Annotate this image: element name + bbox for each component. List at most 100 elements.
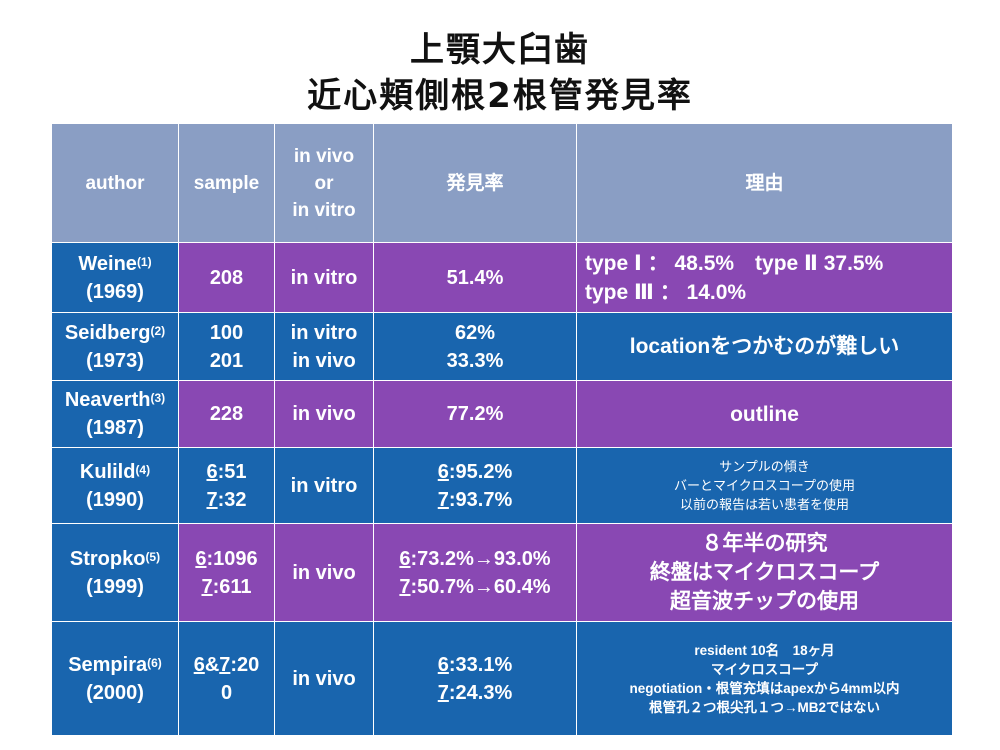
author-year: (1969) — [86, 280, 144, 303]
reason-line: locationをつかむのが難しい — [629, 335, 900, 358]
reference-number: (6) — [147, 655, 162, 670]
rate-line: 77.2% — [374, 400, 576, 428]
sample-line: 6&7:20 — [179, 651, 274, 679]
method-cell: in vivo — [274, 380, 374, 448]
sample-cell: 6:51 7:32 — [178, 447, 275, 524]
value-text: 62% — [454, 321, 496, 344]
table-row: Sempira(6) (2000) 6&7:20 0 in vivo 6:33.1% 7:2… — [51, 621, 953, 736]
rate-line: 7:24.3% — [374, 679, 576, 707]
rate-cell: 62% 33.3% — [373, 312, 577, 381]
author-cell: Neaverth(3) (1987) — [51, 380, 179, 448]
method-line: in vivo — [292, 561, 356, 584]
value-text: 100 — [209, 321, 244, 344]
reason-line: 以前の報告は若い患者を使用 — [679, 497, 849, 512]
value-text: :50.7%→60.4% — [410, 575, 551, 598]
table-row: Seidberg(2) (1973) 100 201 in vitro in vivo 62… — [51, 312, 953, 381]
method-cell: in vitro — [274, 447, 374, 524]
method-line: in vitro — [290, 474, 358, 497]
reason-cell: サンプルの傾き バーとマイクロスコープの使用 以前の報告は若い患者を使用 — [576, 447, 953, 524]
rate-line: 6:33.1% — [374, 651, 576, 679]
method-line: in vivo — [292, 349, 356, 372]
reason-line: ８年半の研究 — [701, 532, 828, 555]
rate-line: 7:50.7%→60.4% — [374, 573, 576, 601]
author-name-text: Kulild — [79, 460, 136, 483]
rate-line: 6:73.2%→93.0% — [374, 545, 576, 573]
tooth-number: 7 — [201, 575, 213, 598]
rate-line: 7:93.7% — [374, 486, 576, 514]
method-line: in vitro — [290, 266, 358, 289]
header-vivo-vitro: in vivo or in vitro — [274, 123, 374, 243]
rate-cell: 6:95.2% 7:93.7% — [373, 447, 577, 524]
header-author: author — [51, 123, 179, 243]
reason-line: バーとマイクロスコープの使用 — [674, 478, 855, 493]
method-cell: in vitro in vivo — [274, 312, 374, 381]
sample-line: 201 — [179, 347, 274, 375]
title-line-2: 近心頬側根2根管発見率 — [307, 76, 693, 116]
reason-cell: type Ⅰ ： 48.5% type Ⅱ 37.5% type Ⅲ ： 14.0… — [576, 242, 953, 313]
reason-line: resident 10名 18ヶ月 — [694, 642, 835, 658]
sample-cell: 6:1096 7:611 — [178, 523, 275, 622]
author-cell: Stropko(5) (1999) — [51, 523, 179, 622]
tooth-number: 6 — [437, 653, 449, 676]
sample-line: 228 — [179, 400, 274, 428]
reason-line: 根管孔２つ根尖孔１つ→MB2ではない — [648, 699, 880, 715]
header-or-line: or — [314, 172, 334, 194]
method-cell: in vitro — [274, 242, 374, 313]
reference-number: (4) — [135, 462, 151, 477]
reason-line: type Ⅰ ： 48.5% type Ⅱ 37.5% — [585, 251, 884, 275]
author-name-text: Seidberg — [64, 321, 151, 344]
table-row: Kulild(4) (1990) 6:51 7:32 in vitro 6:95.2% 7:… — [51, 447, 953, 524]
table-row: Weine(1) (1969) 208 in vitro 51.4% type Ⅰ ： 4… — [51, 242, 953, 313]
sample-cell: 100 201 — [178, 312, 275, 381]
value-text: :1096 — [206, 547, 258, 570]
reference-number: (3) — [150, 391, 166, 405]
tooth-number: 7 — [399, 575, 411, 598]
value-text: :33.1% — [448, 653, 513, 676]
sample-cell: 208 — [178, 242, 275, 313]
value-text: 77.2% — [446, 403, 504, 425]
header-rate: 発見率 — [373, 123, 577, 243]
reason-line: outline — [730, 402, 799, 426]
value-text: 201 — [209, 349, 244, 372]
rate-line: 33.3% — [374, 347, 576, 375]
author-name: Sempira(6) — [52, 651, 178, 679]
author-name: Seidberg(2) — [52, 319, 178, 347]
sample-cell: 6&7:20 0 — [178, 621, 275, 736]
tooth-number: 6 — [195, 547, 207, 570]
value-text: 51.4% — [446, 266, 504, 289]
author-name-text: Weine — [78, 252, 137, 275]
reason-cell: resident 10名 18ヶ月 マイクロスコープ negotiation・根管充… — [576, 621, 953, 736]
author-year: (1987) — [86, 417, 144, 439]
author-year: (1990) — [86, 488, 144, 511]
author-name-text: Neaverth — [64, 389, 151, 411]
table-row: Stropko(5) (1999) 6:1096 7:611 in vivo 6:73.2… — [51, 523, 953, 622]
reference-number: (2) — [150, 323, 166, 338]
reference-number: (5) — [145, 549, 161, 564]
tooth-number: 6 — [206, 460, 218, 483]
rate-cell: 51.4% — [373, 242, 577, 313]
title-line-1: 上顎大臼歯 — [410, 30, 590, 70]
reference-number: (1) — [136, 254, 152, 269]
author-name: Kulild(4) — [52, 458, 178, 486]
author-name: Stropko(5) — [52, 545, 178, 573]
value-text: :93.7% — [448, 488, 513, 511]
tooth-number: 7 — [206, 488, 218, 511]
value-text: :51 — [217, 460, 247, 483]
author-year: (2000) — [86, 681, 144, 704]
author-year: (1999) — [86, 575, 144, 598]
sample-cell: 228 — [178, 380, 275, 448]
rate-line: 51.4% — [374, 264, 576, 292]
value-text: :73.2%→93.0% — [410, 547, 551, 570]
rate-line: 6:95.2% — [374, 458, 576, 486]
header-vivo-line: in vivo — [293, 145, 355, 167]
sample-line: 6:51 — [179, 458, 274, 486]
table-row: Neaverth(3) (1987) 228 in vivo 77.2% outline — [51, 380, 953, 448]
sample-line: 0 — [220, 681, 233, 704]
value-text: :20 — [230, 653, 260, 676]
tooth-number: 6 — [437, 460, 449, 483]
method-line: in vivo — [292, 403, 356, 425]
reason-line: マイクロスコープ — [711, 661, 818, 677]
sample-line: 208 — [179, 264, 274, 292]
reason-line: 超音波チップの使用 — [670, 590, 859, 613]
author-name-text: Stropko — [69, 547, 146, 570]
